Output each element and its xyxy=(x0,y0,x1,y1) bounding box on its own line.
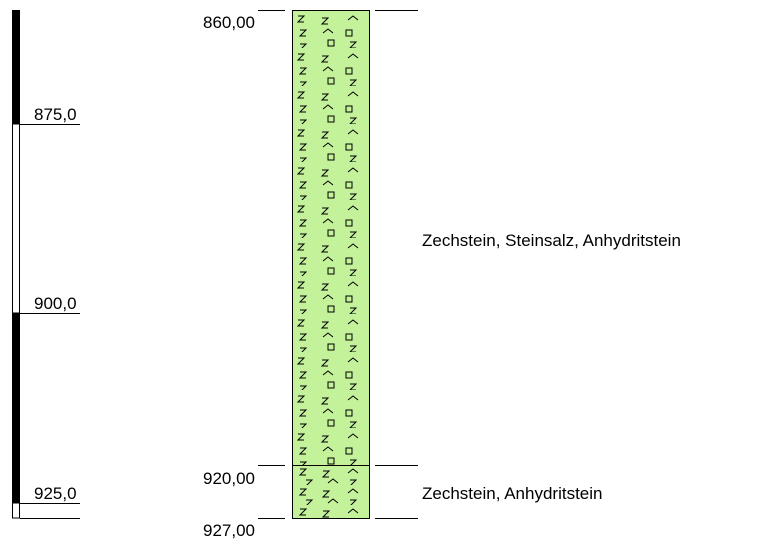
layer-description: Zechstein, Anhydritstein xyxy=(422,484,602,503)
depth-label: 860,00 xyxy=(203,13,255,32)
scale-segment xyxy=(13,124,20,313)
depth-label: 927,00 xyxy=(203,521,255,540)
scale-label: 900,0 xyxy=(34,294,77,313)
scale-segment xyxy=(12,10,20,124)
page: 875,0 900,0 925,0 860,00 920,00 927,00 Z… xyxy=(0,0,768,554)
layer-fill xyxy=(293,11,370,466)
layer-fill xyxy=(293,466,370,519)
scale-label: 925,0 xyxy=(34,484,77,503)
depth-label: 920,00 xyxy=(203,469,255,488)
scale-segment xyxy=(12,313,20,503)
borehole-log: 875,0 900,0 925,0 860,00 920,00 927,00 Z… xyxy=(0,0,768,554)
scale-label: 875,0 xyxy=(34,105,77,124)
scale-segment xyxy=(13,503,20,518)
layer-description: Zechstein, Steinsalz, Anhydritstein xyxy=(422,231,681,250)
